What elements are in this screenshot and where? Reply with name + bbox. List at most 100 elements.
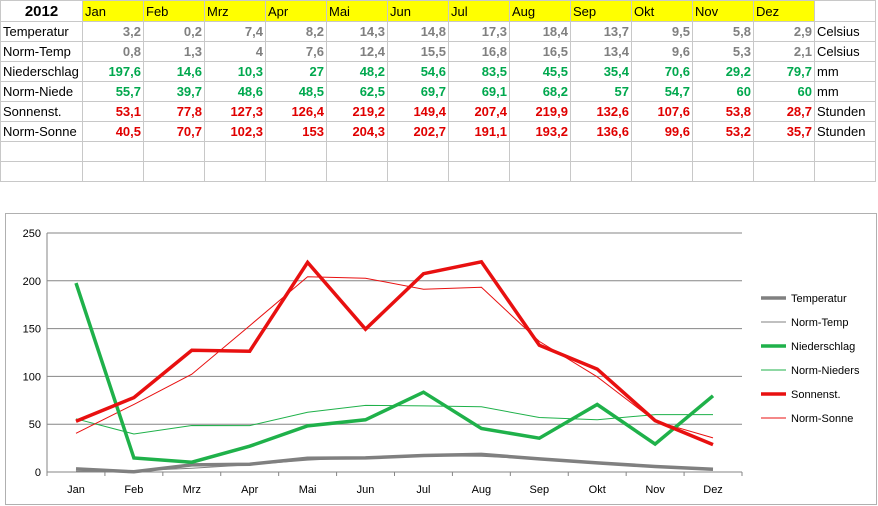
value-cell: 0,2 — [143, 21, 205, 42]
x-tick-label: Mrz — [183, 484, 201, 496]
value-cell: 14,8 — [387, 21, 449, 42]
value-cell: 8,2 — [265, 21, 327, 42]
series-line — [74, 282, 715, 464]
empty-cell — [387, 141, 449, 162]
empty-cell — [692, 161, 754, 182]
empty-cell — [570, 161, 632, 182]
value-cell: 9,5 — [631, 21, 693, 42]
value-cell: 153 — [265, 121, 327, 142]
value-cell: 4 — [204, 41, 266, 62]
value-cell: 28,7 — [753, 101, 815, 122]
empty-cell — [82, 161, 144, 182]
row-label: Norm-Sonne — [0, 121, 83, 142]
value-cell: 9,6 — [631, 41, 693, 62]
value-cell: 202,7 — [387, 121, 449, 142]
unit-cell: Stunden — [814, 121, 876, 142]
series-line — [75, 276, 714, 439]
empty-cell — [814, 141, 876, 162]
value-cell: 126,4 — [265, 101, 327, 122]
value-cell: 29,2 — [692, 61, 754, 82]
legend-label: Norm-Nieders — [791, 365, 860, 377]
empty-cell — [631, 141, 693, 162]
empty-cell — [814, 0, 876, 22]
empty-cell — [204, 161, 266, 182]
value-cell: 0,8 — [82, 41, 144, 62]
value-cell: 14,3 — [326, 21, 388, 42]
table-row: Temperatur 3,2 0,2 7,4 8,2 14,3 14,8 17,3 18,4 13… — [0, 21, 876, 42]
y-tick-label: 200 — [23, 276, 41, 288]
table-header-row: 2012 Jan Feb Mrz Apr Mai Jun Jul Aug Sep Okt Nov Dez — [0, 0, 876, 22]
legend-label: Sonnenst. — [791, 389, 841, 401]
value-cell: 14,6 — [143, 61, 205, 82]
month-header: Apr — [265, 0, 327, 22]
empty-cell — [326, 141, 388, 162]
value-cell: 219,2 — [326, 101, 388, 122]
value-cell: 53,8 — [692, 101, 754, 122]
empty-cell — [570, 141, 632, 162]
value-cell: 69,1 — [448, 81, 510, 102]
value-cell: 219,9 — [509, 101, 571, 122]
value-cell: 18,4 — [509, 21, 571, 42]
value-cell: 2,1 — [753, 41, 815, 62]
month-header: Dez — [753, 0, 815, 22]
value-cell: 13,4 — [570, 41, 632, 62]
value-cell: 60 — [753, 81, 815, 102]
month-header: Feb — [143, 0, 205, 22]
empty-cell — [82, 141, 144, 162]
series-line — [75, 259, 714, 447]
value-cell: 193,2 — [509, 121, 571, 142]
y-tick-label: 50 — [29, 419, 41, 431]
value-cell: 13,7 — [570, 21, 632, 42]
empty-cell — [509, 161, 571, 182]
x-tick-label: Apr — [241, 484, 258, 496]
value-cell: 70,7 — [143, 121, 205, 142]
empty-row — [0, 141, 876, 162]
month-header: Sep — [570, 0, 632, 22]
value-cell: 54,6 — [387, 61, 449, 82]
value-cell: 197,6 — [82, 61, 144, 82]
value-cell: 5,8 — [692, 21, 754, 42]
year-cell: 2012 — [0, 0, 83, 22]
value-cell: 204,3 — [326, 121, 388, 142]
x-tick-label: Aug — [472, 484, 492, 496]
empty-cell — [0, 161, 83, 182]
legend-label: Niederschlag — [791, 341, 855, 353]
value-cell: 40,5 — [82, 121, 144, 142]
x-tick-label: Feb — [124, 484, 143, 496]
value-cell: 27 — [265, 61, 327, 82]
unit-cell: Celsius — [814, 41, 876, 62]
empty-cell — [265, 141, 327, 162]
month-header: Jul — [448, 0, 510, 22]
value-cell: 79,7 — [753, 61, 815, 82]
x-tick-label: Okt — [589, 484, 606, 496]
value-cell: 53,2 — [692, 121, 754, 142]
value-cell: 70,6 — [631, 61, 693, 82]
legend-label: Norm-Sonne — [791, 413, 853, 425]
value-cell: 7,6 — [265, 41, 327, 62]
value-cell: 45,5 — [509, 61, 571, 82]
value-cell: 17,3 — [448, 21, 510, 42]
value-cell: 15,5 — [387, 41, 449, 62]
value-cell: 62,5 — [326, 81, 388, 102]
value-cell: 127,3 — [204, 101, 266, 122]
line-chart: 0 50 100 150 200 250 Jan Feb Mrz Apr Mai Jun Jul Aug S… — [5, 213, 877, 505]
empty-cell — [448, 141, 510, 162]
empty-cell — [387, 161, 449, 182]
empty-cell — [0, 141, 83, 162]
value-cell: 35,4 — [570, 61, 632, 82]
empty-cell — [509, 141, 571, 162]
y-tick-label: 250 — [23, 228, 41, 240]
row-label: Sonnenst. — [0, 101, 83, 122]
value-cell: 57 — [570, 81, 632, 102]
empty-cell — [753, 161, 815, 182]
month-header: Jun — [387, 0, 449, 22]
month-header: Jan — [82, 0, 144, 22]
table-row: Norm-Sonne 40,5 70,7 102,3 153 204,3 202,7 191,… — [0, 121, 876, 142]
value-cell: 35,7 — [753, 121, 815, 142]
row-label: Norm-Niede — [0, 81, 83, 102]
x-tick-label: Mai — [299, 484, 317, 496]
chart-svg: 0 50 100 150 200 250 Jan Feb Mrz Apr Mai Jun Jul Aug S… — [23, 228, 860, 496]
value-cell: 48,2 — [326, 61, 388, 82]
unit-cell: mm — [814, 81, 876, 102]
month-header: Mrz — [204, 0, 266, 22]
